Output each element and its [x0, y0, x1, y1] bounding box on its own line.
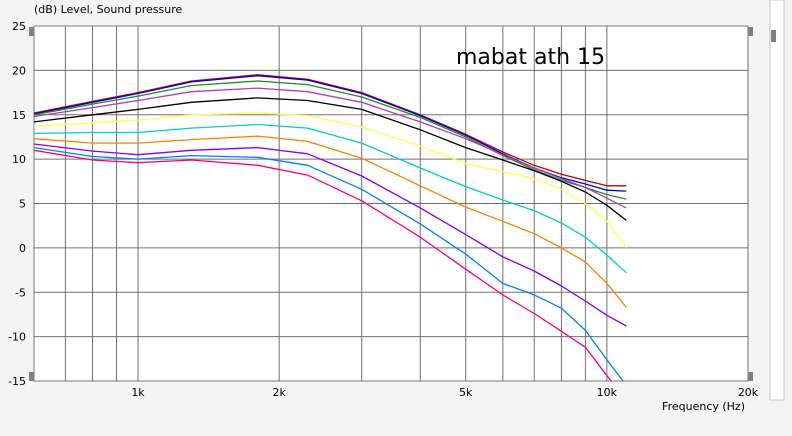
series-line-6 [34, 112, 627, 249]
x-tick-label: 1k [131, 386, 145, 399]
series-line-7 [34, 123, 627, 274]
x-tick-label: 2k [272, 386, 286, 399]
series-line-8 [34, 135, 627, 308]
series-line-9 [34, 143, 627, 327]
x-tick-label: 5k [459, 386, 473, 399]
series-line-2 [34, 75, 627, 192]
y-tick-label: -15 [8, 375, 26, 388]
series-line-10 [34, 146, 624, 381]
chart-title-annotation: mabat ath 15 [456, 45, 605, 70]
y-range-bottom-handle-right[interactable] [748, 372, 753, 381]
y-gridlines [34, 69, 748, 338]
x-tick-label: 20k [738, 386, 759, 399]
y-range-top-handle-right[interactable] [748, 27, 753, 36]
vertical-scrollbar[interactable] [769, 0, 785, 401]
y-axis-title: (dB) Level, Sound pressure [34, 3, 183, 16]
y-tick-label: 15 [12, 109, 26, 122]
y-tick-label: 10 [12, 153, 26, 166]
y-tick-label: 25 [12, 20, 26, 33]
y-range-top-handle-left[interactable] [29, 27, 34, 36]
y-tick-label: 5 [19, 198, 26, 211]
series-line-1 [34, 74, 627, 187]
series-line-11 [34, 149, 613, 381]
x-tick-labels: 1k 2k 5k 10k 20k [131, 386, 758, 399]
y-tick-label: 20 [12, 64, 26, 77]
y-range-bottom-handle-left[interactable] [29, 372, 34, 381]
y-tick-label: -10 [8, 331, 26, 344]
scrollbar-thumb[interactable] [771, 30, 776, 42]
series-line-5 [34, 97, 627, 221]
x-tick-label: 10k [597, 386, 618, 399]
series-layer [34, 74, 627, 381]
series-line-4 [34, 87, 627, 209]
y-tick-label: 0 [19, 242, 26, 255]
y-tick-label: -5 [15, 286, 26, 299]
x-axis-title: Frequency (Hz) [662, 400, 745, 413]
y-tick-labels: 25 20 15 10 5 0 -5 -10 -15 [8, 20, 26, 388]
